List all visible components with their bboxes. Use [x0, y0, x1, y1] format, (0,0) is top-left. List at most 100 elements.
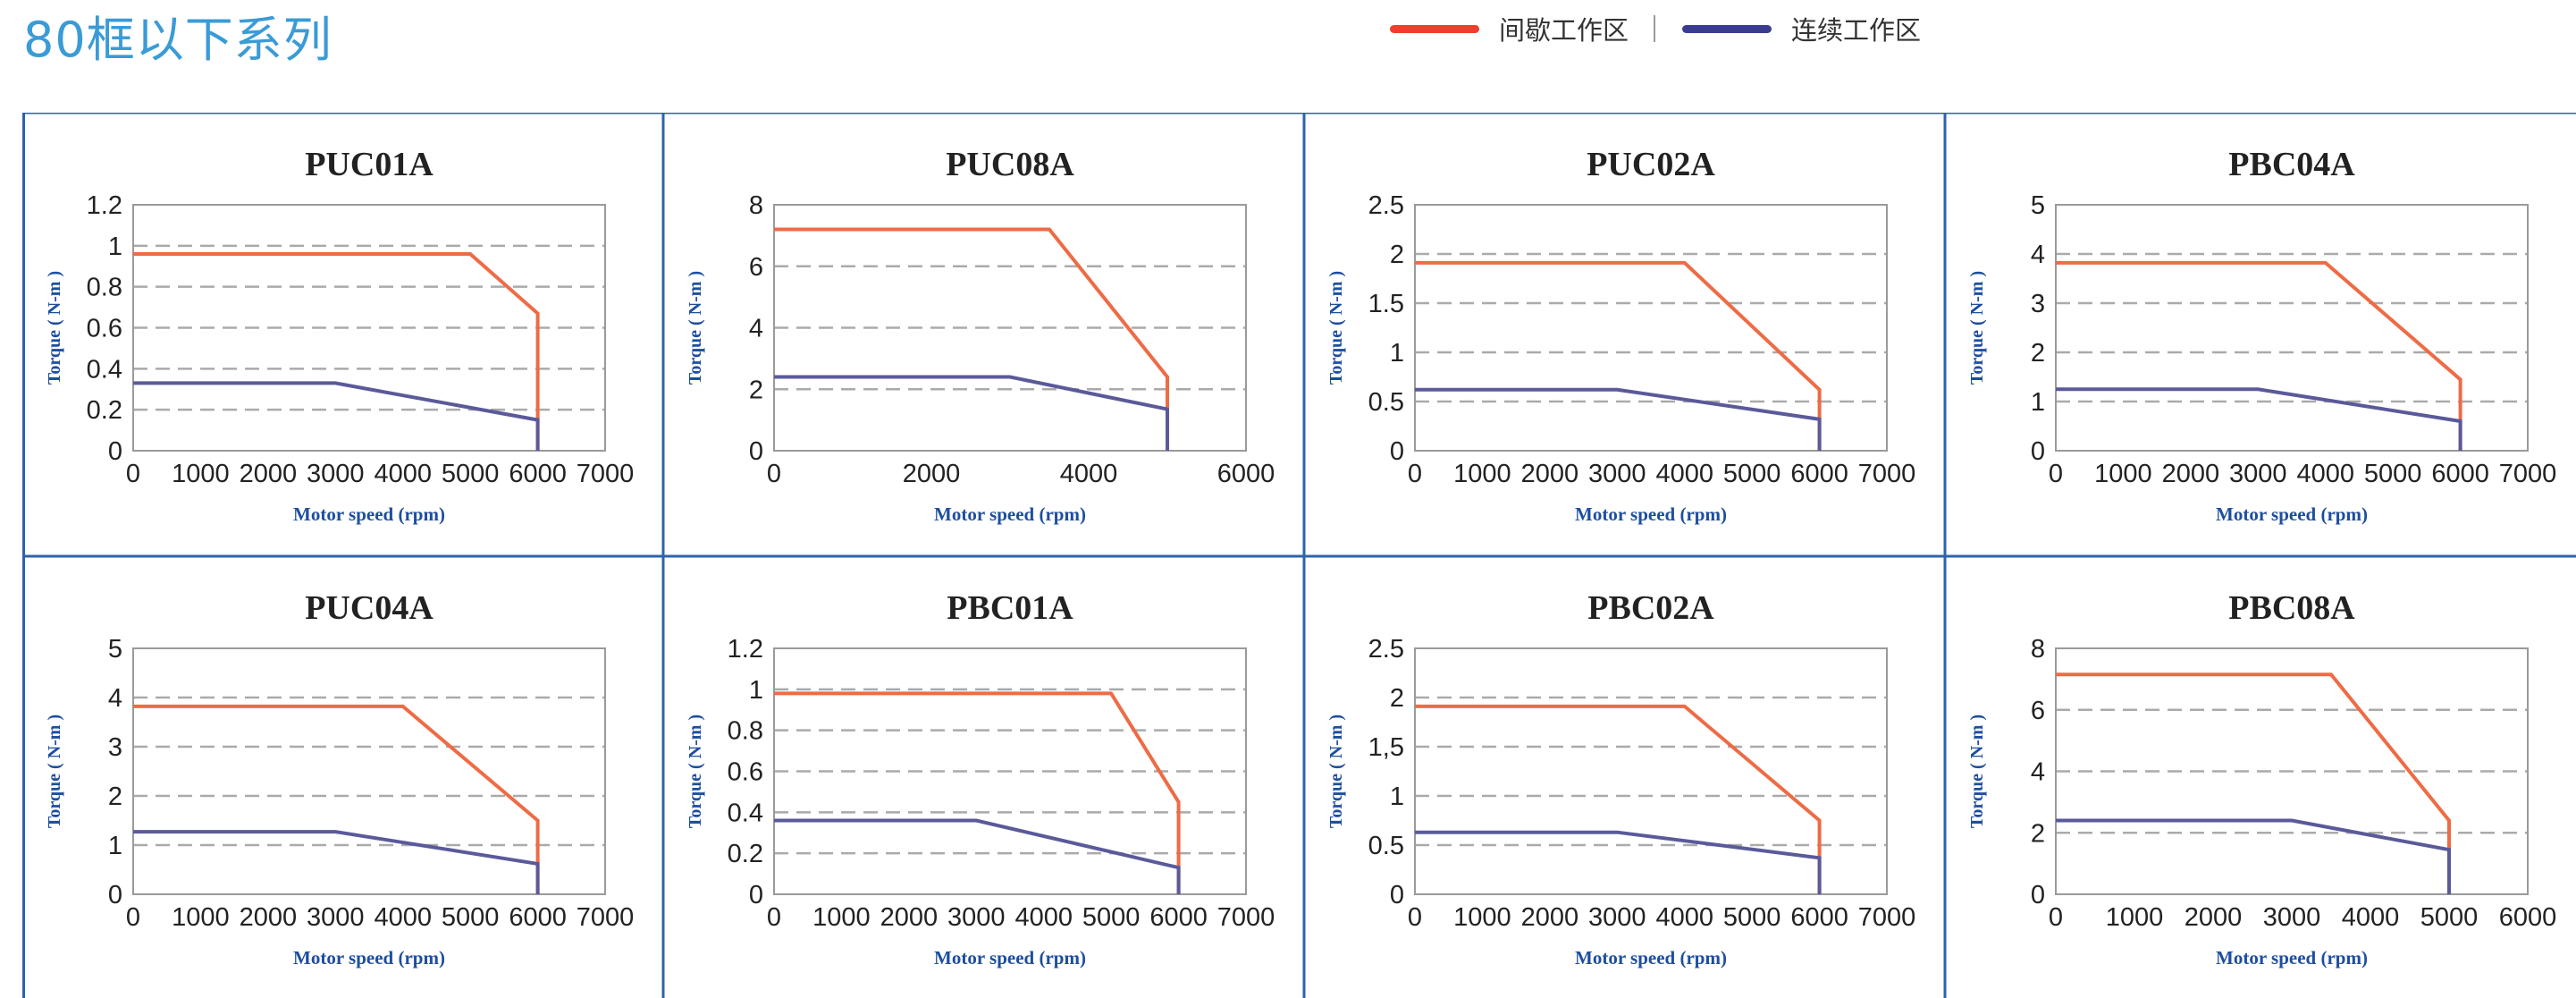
x-tick-label: 1000 — [172, 903, 230, 932]
chart-pbc01a: PBC01A 0 0.2 0.4 0.6 0.8 1 1.2 0 1000 2000 3000 4000… — [686, 589, 1275, 968]
series-line-intermittent — [133, 704, 540, 894]
x-tick-label: 5000 — [2420, 903, 2479, 932]
y-tick-label: 0.8 — [87, 274, 122, 302]
series-line-continuous — [1415, 830, 1822, 894]
x-tick-label: 2000 — [2185, 903, 2243, 932]
series-line-continuous — [774, 375, 1169, 451]
x-tick-label: 2000 — [240, 460, 298, 488]
x-tick-label: 6000 — [509, 903, 567, 932]
chart-puc02a: PUC02A 0 0.5 1 1.5 2 2.5 0 1000 2000 3000 4000 5000 6… — [1326, 146, 1915, 525]
x-tick-label: 4000 — [374, 460, 432, 488]
series-line-intermittent — [774, 691, 1181, 894]
x-axis-label: Motor speed (rpm) — [2216, 947, 2368, 968]
x-tick-label: 7000 — [1217, 903, 1275, 932]
x-tick-label: 0 — [767, 903, 781, 932]
y-tick-label: 0.5 — [1368, 388, 1404, 417]
page-title: 80框以下系列 — [23, 12, 333, 68]
chart-title: PUC01A — [305, 146, 434, 183]
y-axis-label: Torque ( N-m ) — [1967, 715, 1987, 828]
chart-pbc08a: PBC08A 0 2 4 6 8 0 1000 2000 3000 4000 5000 6000 Moto… — [1967, 589, 2556, 968]
x-tick-label: 5000 — [442, 460, 500, 488]
plot-frame — [1414, 204, 1888, 452]
y-tick-label: 0.8 — [728, 717, 763, 746]
x-tick-label: 4000 — [2342, 903, 2400, 932]
x-tick-label: 6000 — [1149, 903, 1208, 932]
y-tick-label: 3 — [108, 733, 122, 762]
x-tick-label: 5000 — [1082, 903, 1141, 932]
x-tick-label: 2000 — [1521, 903, 1579, 932]
chart-title: PUC02A — [1587, 146, 1715, 183]
y-tick-label: 4 — [2031, 758, 2045, 787]
x-axis-label: Motor speed (rpm) — [2216, 503, 2368, 525]
chart-title: PBC02A — [1587, 589, 1714, 627]
y-tick-label: 4 — [749, 315, 763, 343]
x-tick-label: 0 — [2049, 460, 2063, 488]
plot-frame — [773, 204, 1247, 452]
y-tick-label: 0.6 — [728, 758, 763, 787]
x-tick-label: 4000 — [1655, 460, 1713, 488]
x-tick-label: 1000 — [812, 903, 871, 932]
y-tick-label: 0 — [108, 437, 122, 466]
y-tick-label: 0 — [2031, 437, 2045, 466]
legend: 间歇工作区 连续工作区 — [1390, 11, 1921, 47]
chart-title: PBC08A — [2228, 589, 2355, 627]
y-axis-label: Torque ( N-m ) — [686, 715, 705, 828]
chart-title: PUC08A — [946, 146, 1074, 183]
series-line-intermittent — [2056, 672, 2451, 894]
y-tick-label: 0.5 — [1368, 832, 1404, 860]
series-line-continuous — [1415, 387, 1822, 451]
chart-puc08a: PUC08A 0 2 4 6 8 0 2000 4000 6000 Motor speed (rpm… — [686, 146, 1275, 525]
y-tick-label: 8 — [749, 191, 763, 220]
y-tick-label: 0 — [1390, 437, 1404, 466]
y-tick-label: 1 — [1390, 339, 1404, 368]
x-tick-label: 2000 — [880, 903, 939, 932]
x-tick-label: 3000 — [307, 903, 365, 932]
x-tick-label: 6000 — [1790, 460, 1848, 488]
x-tick-label: 5000 — [442, 903, 500, 932]
y-axis-label: Torque ( N-m ) — [686, 271, 705, 385]
x-tick-label: 4000 — [1060, 460, 1118, 488]
y-axis-label: Torque ( N-m ) — [45, 715, 64, 828]
y-tick-label: 1 — [1390, 782, 1404, 811]
plot-frame — [132, 204, 606, 452]
series-line-intermittent — [1415, 260, 1822, 451]
x-tick-label: 3000 — [947, 903, 1006, 932]
x-tick-label: 5000 — [2364, 460, 2422, 488]
x-tick-label: 0 — [2049, 903, 2063, 932]
series-line-continuous — [2056, 818, 2451, 894]
x-tick-label: 1000 — [172, 460, 230, 488]
y-tick-label: 2 — [108, 782, 122, 811]
legend-swatch-intermittent — [1390, 24, 1479, 33]
chart-title: PBC01A — [947, 589, 1073, 627]
y-tick-label: 1,5 — [1368, 733, 1404, 762]
y-tick-label: 2.5 — [1368, 191, 1404, 220]
series-line-intermittent — [2056, 260, 2462, 451]
x-tick-label: 0 — [126, 903, 140, 932]
y-tick-label: 0 — [749, 881, 763, 909]
chart-grid: PUC01A 0 0.2 0.4 0.6 0.8 1 1.2 0 1000 2000 3000 4000… — [22, 113, 2576, 998]
chart-pbc04a: PBC04A 0 1 2 3 4 5 0 1000 2000 3000 4000 5000 6000 700… — [1967, 146, 2556, 525]
y-tick-label: 0 — [749, 437, 763, 466]
series-line-intermittent — [133, 252, 540, 451]
y-tick-label: 0.4 — [728, 799, 763, 827]
y-tick-label: 1.5 — [1368, 290, 1404, 318]
series-line-continuous — [133, 381, 540, 451]
series-line-intermittent — [1415, 704, 1822, 894]
y-tick-label: 5 — [108, 635, 122, 664]
x-tick-label: 2000 — [903, 460, 961, 488]
y-tick-label: 0.6 — [87, 315, 122, 343]
x-tick-label: 7000 — [1858, 460, 1916, 488]
x-tick-label: 3000 — [2263, 903, 2321, 932]
legend-swatch-continuous — [1682, 24, 1772, 33]
x-tick-label: 2000 — [1521, 460, 1579, 488]
legend-label-intermittent: 间歇工作区 — [1499, 15, 1629, 46]
x-tick-label: 1000 — [2094, 460, 2152, 488]
x-tick-label: 2000 — [2162, 460, 2220, 488]
x-tick-label: 0 — [1408, 903, 1422, 932]
y-tick-label: 2 — [749, 376, 763, 404]
y-tick-label: 0.2 — [87, 396, 122, 425]
x-tick-label: 6000 — [2431, 460, 2489, 488]
y-tick-label: 5 — [2031, 191, 2045, 220]
plot-frame — [773, 647, 1247, 895]
